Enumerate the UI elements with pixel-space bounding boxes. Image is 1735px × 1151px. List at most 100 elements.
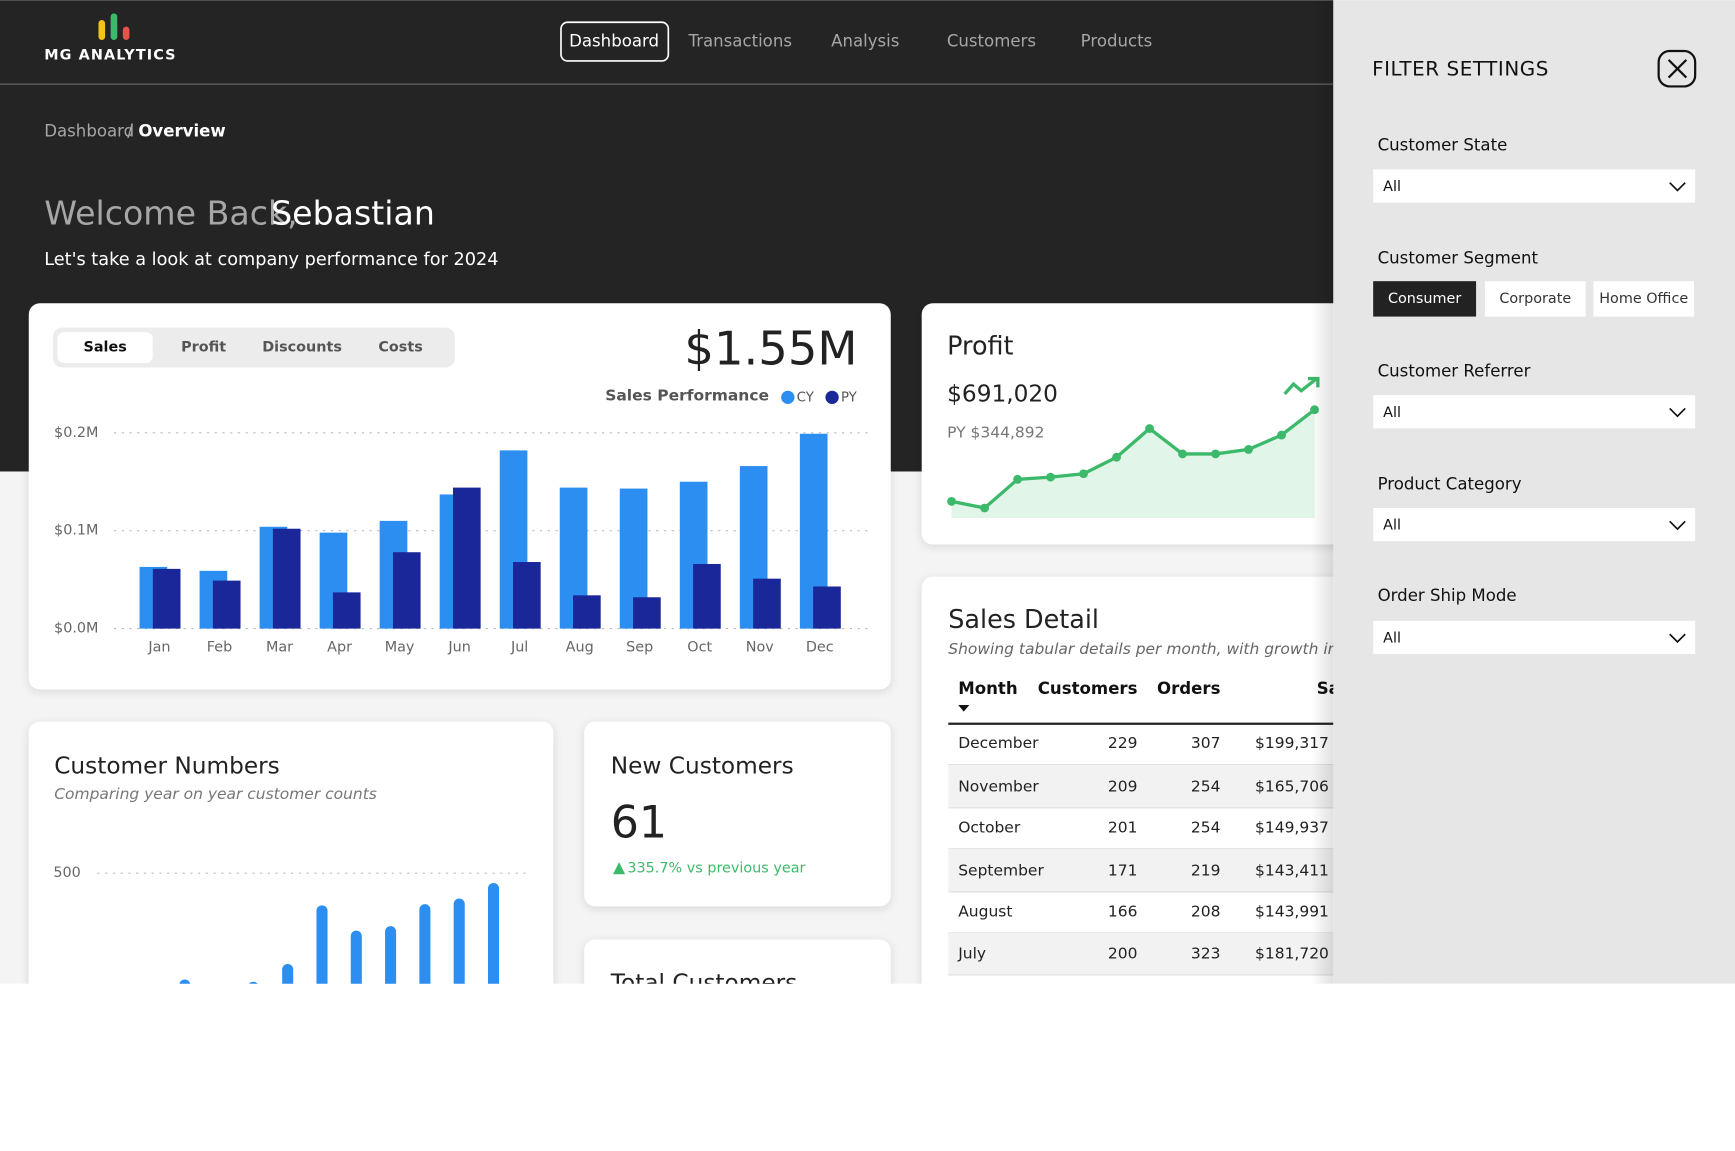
bar bbox=[419, 904, 431, 984]
table-cell: 166 bbox=[1108, 902, 1138, 920]
x-tick-label: Oct bbox=[687, 639, 712, 655]
table-cell: 209 bbox=[1108, 777, 1138, 795]
point bbox=[1145, 424, 1154, 433]
bar bbox=[513, 562, 541, 629]
tab[interactable]: Profit bbox=[181, 340, 226, 356]
x-tick-label: Jul bbox=[510, 639, 528, 655]
tab[interactable]: Discounts bbox=[262, 340, 342, 356]
segment-button[interactable] bbox=[1373, 281, 1477, 317]
point bbox=[1178, 449, 1187, 459]
bar bbox=[385, 926, 397, 984]
x-tick-label: Dec bbox=[806, 639, 834, 655]
customer-numbers-subtitle: Comparing year on year customer counts bbox=[54, 785, 377, 803]
total-customers-card bbox=[584, 939, 891, 984]
panel-shadow bbox=[1311, 0, 1334, 984]
chevron bbox=[1669, 520, 1686, 531]
bar bbox=[350, 930, 362, 984]
table-cell: 219 bbox=[1191, 861, 1221, 879]
close-button[interactable] bbox=[1657, 49, 1697, 88]
table-cell: October bbox=[958, 818, 1021, 836]
point bbox=[1112, 452, 1121, 462]
point bbox=[1046, 472, 1056, 482]
dropdown-value[interactable]: All bbox=[1383, 631, 1401, 647]
nav-item[interactable]: Analysis bbox=[831, 32, 899, 51]
profit-title: Profit bbox=[947, 331, 1013, 361]
bar bbox=[282, 963, 294, 984]
table-cell: 254 bbox=[1191, 818, 1221, 836]
filter-panel bbox=[1333, 0, 1735, 984]
nav-item[interactable]: Dashboard bbox=[569, 32, 659, 51]
filter-label: Product Category bbox=[1378, 474, 1522, 493]
bar bbox=[753, 578, 781, 629]
point bbox=[1013, 474, 1023, 484]
table-cell: August bbox=[958, 902, 1012, 920]
new-customers-card bbox=[584, 721, 891, 907]
filter-label: Customer Segment bbox=[1378, 249, 1539, 268]
segment-label[interactable]: Home Office bbox=[1599, 291, 1688, 307]
x-tick-label: Feb bbox=[207, 639, 232, 655]
welcome-name: Sebastian bbox=[271, 193, 435, 232]
x-tick-label: Sep bbox=[626, 639, 653, 655]
segment-label[interactable]: Corporate bbox=[1499, 291, 1571, 307]
legend-dot bbox=[781, 390, 795, 404]
tab[interactable]: Costs bbox=[378, 340, 422, 356]
point bbox=[1244, 445, 1253, 454]
dropdown-value[interactable]: All bbox=[1383, 518, 1401, 534]
up-triangle bbox=[613, 862, 626, 875]
bar bbox=[249, 981, 258, 984]
dropdown[interactable] bbox=[1373, 620, 1696, 655]
dropdown-value[interactable]: All bbox=[1383, 179, 1401, 195]
x-tick-label: Jan bbox=[147, 639, 170, 655]
y-tick-label: $0.0M bbox=[54, 621, 98, 637]
table-cell: July bbox=[957, 944, 986, 962]
dropdown[interactable] bbox=[1373, 395, 1696, 429]
welcome-subtitle: Let's take a look at company performance… bbox=[44, 250, 498, 270]
nav-item[interactable]: Customers bbox=[947, 32, 1036, 51]
dropdown[interactable] bbox=[1373, 508, 1696, 542]
sales-detail-title: Sales Detail bbox=[948, 604, 1099, 634]
point bbox=[980, 503, 990, 513]
nav-item[interactable]: Products bbox=[1081, 32, 1153, 51]
chevron bbox=[1669, 633, 1686, 644]
table-cell: $143,411 bbox=[1255, 861, 1329, 879]
bar bbox=[272, 528, 301, 629]
sales-detail-subtitle: Showing tabular details per month, with … bbox=[948, 640, 1399, 658]
table-cell: 208 bbox=[1191, 902, 1221, 920]
legend-label: PY bbox=[841, 390, 858, 405]
profit-py: PY $344,892 bbox=[947, 423, 1044, 441]
nav-active[interactable] bbox=[560, 21, 670, 62]
table-cell: 200 bbox=[1108, 944, 1138, 962]
y-tick-label: $0.1M bbox=[54, 523, 98, 539]
new-customers-change: 335.7% vs previous year bbox=[627, 861, 805, 877]
table-cell: 171 bbox=[1108, 861, 1138, 879]
profit-value: $691,020 bbox=[947, 381, 1058, 408]
bar bbox=[487, 882, 500, 984]
column-header: Month bbox=[958, 679, 1017, 698]
y-tick-label: 500 bbox=[53, 865, 80, 881]
column-header: Orders bbox=[1157, 679, 1221, 698]
bar bbox=[693, 563, 721, 629]
bar bbox=[452, 487, 481, 629]
close-icon[interactable] bbox=[1667, 59, 1688, 79]
nav-item[interactable]: Transactions bbox=[688, 32, 792, 51]
row-band bbox=[948, 849, 1334, 892]
tab[interactable]: Sales bbox=[83, 340, 126, 356]
table-cell: 307 bbox=[1191, 734, 1221, 752]
dropdown-value[interactable]: All bbox=[1383, 405, 1401, 421]
x-tick-label: Aug bbox=[566, 639, 594, 655]
segment-button[interactable] bbox=[1484, 281, 1586, 317]
area-fill bbox=[951, 409, 1315, 518]
bar bbox=[392, 552, 421, 629]
dropdown[interactable] bbox=[1373, 169, 1696, 203]
filter-label: Customer Referrer bbox=[1378, 361, 1531, 380]
legend-title: Sales Performance bbox=[605, 387, 769, 405]
logo-bar bbox=[122, 26, 130, 40]
breadcrumb-current: Overview bbox=[138, 121, 225, 140]
line bbox=[951, 408, 1316, 510]
total-customers-title: Total Customers bbox=[610, 969, 798, 996]
tab-active bbox=[57, 332, 153, 364]
segment-label[interactable]: Consumer bbox=[1388, 291, 1461, 307]
segment-button[interactable] bbox=[1593, 281, 1695, 317]
